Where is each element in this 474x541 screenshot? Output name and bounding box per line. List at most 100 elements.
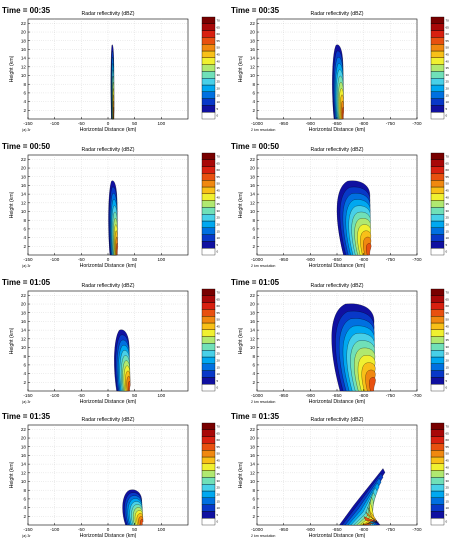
- corner-note: (a) 3r: [22, 400, 31, 404]
- colorbar: 0 5 10 15 20 25 30 35 40 45 50 55 60 65 70: [201, 16, 221, 120]
- y-tick-label: 16: [21, 319, 27, 324]
- colorbar-swatch: [201, 248, 216, 256]
- colorbar-swatch: [430, 377, 445, 385]
- colorbar-tick-label: 5: [217, 379, 219, 383]
- colorbar-swatch: [201, 84, 216, 92]
- y-tick-label: 4: [23, 371, 26, 376]
- colorbar-swatch: [201, 377, 216, 385]
- colorbar-tick-label: 10: [446, 372, 450, 376]
- colorbar-tick-label: 60: [446, 438, 450, 442]
- colorbar-tick-label: 70: [446, 425, 450, 429]
- colorbar-tick-label: 20: [217, 359, 221, 363]
- colorbar-swatch: [430, 71, 445, 79]
- colorbar-swatch: [430, 288, 445, 296]
- colorbar-swatch: [201, 343, 216, 351]
- plot-area: [27, 424, 189, 526]
- panel-c: Time = 00:50 Radar reflectivity (dBZ) -150…: [2, 142, 220, 269]
- colorbar-swatch: [201, 227, 216, 235]
- colorbar-swatch: [201, 288, 216, 296]
- colorbar-swatch: [430, 173, 445, 181]
- x-tick-label: 0: [107, 393, 110, 398]
- x-axis-label: Horizontal Distance (km): [80, 127, 137, 133]
- colorbar-swatch: [201, 497, 216, 505]
- y-tick-label: 10: [250, 209, 256, 214]
- y-tick-label: 8: [23, 218, 26, 223]
- x-axis-label: Horizontal Distance (km): [309, 399, 366, 405]
- y-tick-label: 4: [23, 99, 26, 104]
- x-tick-label: -700: [412, 121, 422, 126]
- panel-b: Time = 00:35 Radar reflectivity (dBZ) -100…: [231, 6, 449, 133]
- y-tick-label: 20: [21, 166, 27, 171]
- x-tick-label: -750: [386, 257, 396, 262]
- colorbar-swatch: [201, 241, 216, 249]
- colorbar-tick-label: 10: [446, 236, 450, 240]
- reflectivity-contour-15: [344, 477, 382, 526]
- y-axis-label: Height (km): [9, 55, 15, 82]
- colorbar-tick-label: 25: [217, 80, 221, 84]
- colorbar: 0 5 10 15 20 25 30 35 40 45 50 55 60 65 70: [201, 288, 221, 392]
- colorbar-swatch: [201, 336, 216, 344]
- colorbar-tick-label: 55: [217, 445, 221, 449]
- y-tick-label: 4: [252, 235, 255, 240]
- colorbar-swatch: [430, 30, 445, 38]
- colorbar-tick-label: 50: [217, 46, 221, 50]
- y-tick-label: 2: [23, 514, 26, 519]
- panel-title: Radar reflectivity (dBZ): [310, 283, 363, 289]
- panel-e: Time = 01:05 Radar reflectivity (dBZ) -150…: [2, 278, 220, 405]
- y-tick-label: 22: [21, 157, 27, 162]
- colorbar-swatch: [201, 384, 216, 392]
- y-tick-label: 22: [250, 427, 256, 432]
- reflectivity-contour-55: [127, 381, 131, 392]
- colorbar-tick-label: 35: [217, 338, 221, 342]
- colorbar-swatch: [430, 511, 445, 519]
- y-axis-label: Height (km): [238, 461, 244, 488]
- colorbar-tick-label: 10: [217, 100, 221, 104]
- y-tick-label: 18: [250, 310, 256, 315]
- colorbar-swatch: [201, 429, 216, 437]
- x-tick-label: -150: [23, 257, 33, 262]
- colorbar-tick-label: 45: [446, 189, 450, 193]
- x-tick-label: -850: [332, 527, 342, 532]
- plot-area: [27, 154, 189, 256]
- colorbar-swatch: [430, 91, 445, 99]
- y-tick-label: 16: [21, 47, 27, 52]
- colorbar-tick-label: 60: [446, 304, 450, 308]
- x-axis-label: Horizontal Distance (km): [309, 533, 366, 539]
- y-tick-label: 18: [21, 38, 27, 43]
- reflectivity-contour-55: [116, 243, 118, 256]
- x-tick-label: -50: [78, 393, 85, 398]
- y-tick-label: 6: [252, 363, 255, 368]
- x-tick-label: -800: [359, 121, 369, 126]
- plot-frame: [27, 18, 189, 120]
- x-axis-label: Horizontal Distance (km): [80, 399, 137, 405]
- panel-title: Radar reflectivity (dBZ): [310, 417, 363, 423]
- colorbar-swatch: [430, 370, 445, 378]
- colorbar-swatch: [201, 200, 216, 208]
- y-tick-label: 18: [21, 444, 27, 449]
- panel-title: Radar reflectivity (dBZ): [81, 283, 134, 289]
- storm-contours: [108, 180, 118, 256]
- colorbar-swatch: [201, 64, 216, 72]
- colorbar-swatch: [430, 336, 445, 344]
- y-tick-label: 16: [21, 453, 27, 458]
- colorbar-swatch: [430, 214, 445, 222]
- colorbar-swatch: [201, 50, 216, 58]
- colorbar-swatch: [201, 44, 216, 52]
- x-tick-label: -800: [359, 257, 369, 262]
- y-axis-label: Height (km): [9, 461, 15, 488]
- colorbar-swatch: [430, 112, 445, 120]
- corner-note: (a) 3r: [22, 128, 31, 132]
- y-tick-label: 4: [252, 371, 255, 376]
- colorbar-tick-label: 20: [217, 87, 221, 91]
- colorbar-swatch: [201, 477, 216, 485]
- colorbar-swatch: [201, 329, 216, 337]
- colorbar-swatch: [201, 456, 216, 464]
- plot-frame: [27, 290, 189, 392]
- x-tick-label: -750: [386, 527, 396, 532]
- colorbar-tick-label: 35: [446, 66, 450, 70]
- x-tick-label: -850: [332, 257, 342, 262]
- colorbar-tick-label: 55: [446, 175, 450, 179]
- y-tick-label: 10: [250, 345, 256, 350]
- colorbar-tick-label: 20: [217, 223, 221, 227]
- colorbar-tick-label: 65: [217, 431, 221, 435]
